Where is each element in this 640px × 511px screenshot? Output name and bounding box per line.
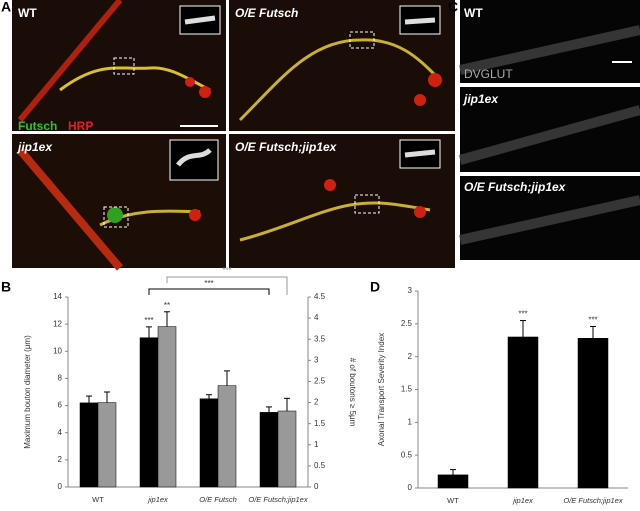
image-label: O/E Futsch — [235, 6, 298, 20]
microscopy-images — [12, 0, 640, 271]
y-tick-label: 0.5 — [401, 450, 413, 459]
y-tick-label: 2 — [408, 352, 413, 361]
panel-label: D — [370, 279, 380, 295]
significance: *** — [588, 316, 597, 325]
panel-label: B — [1, 279, 11, 295]
bar — [277, 410, 297, 488]
x-tick-label: O/E Futsch;jip1ex — [563, 496, 622, 505]
bar — [139, 337, 159, 488]
y2-tick-label: 1.5 — [314, 419, 326, 428]
image-label: WT — [464, 6, 483, 20]
bar — [157, 326, 177, 488]
y-tick-label: 3 — [408, 286, 413, 295]
significance: *** — [518, 310, 527, 319]
significance: *** — [144, 316, 153, 325]
y-tick-label: 10 — [53, 346, 62, 355]
bar — [577, 338, 609, 489]
y-tick-label: 2 — [58, 455, 63, 464]
bar — [79, 402, 99, 488]
y2-tick-label: 3.5 — [314, 334, 326, 343]
bracket — [148, 288, 270, 295]
significance: *** — [204, 279, 213, 288]
x-tick-label: WT — [447, 496, 459, 505]
image-label: WT — [18, 6, 37, 20]
y-tick-label: 12 — [53, 319, 62, 328]
y2-tick-label: 0 — [314, 482, 319, 491]
panel-label: A — [1, 0, 11, 15]
y-tick-label: 1 — [408, 417, 413, 426]
x-tick-label: jip1ex — [147, 495, 168, 504]
y-tick-label: 0 — [408, 483, 413, 492]
stain-label: Futsch — [18, 119, 57, 133]
x-tick-label: WT — [92, 495, 104, 504]
significance: *** — [222, 266, 231, 275]
y-axis-title: Axonal Transport Severity Index — [377, 333, 386, 446]
bar — [199, 398, 219, 488]
bar — [507, 336, 539, 489]
x-tick-label: jip1ex — [512, 496, 533, 505]
y2-tick-label: 4 — [314, 313, 319, 322]
y-tick-label: 1.5 — [401, 385, 413, 394]
x-tick-label: O/E Futsch;jip1ex — [248, 495, 307, 504]
y2-tick-label: 0.5 — [314, 461, 326, 470]
significance: ** — [164, 301, 170, 310]
bracket — [166, 276, 288, 295]
y-tick-label: 2.5 — [401, 319, 413, 328]
x-tick-label: O/E Futsch — [199, 495, 237, 504]
stain-label: HRP — [68, 119, 93, 133]
y-axis-title: Maximum bouton diameter (μm) — [23, 335, 32, 449]
y-tick-label: 4 — [58, 428, 63, 437]
y2-tick-label: 2.5 — [314, 377, 326, 386]
y-tick-label: 0 — [58, 482, 63, 491]
y2-tick-label: 2 — [314, 398, 319, 407]
y-tick-label: 14 — [53, 292, 62, 301]
bar — [97, 402, 117, 488]
y-tick-label: 6 — [58, 401, 63, 410]
y2-tick-label: 1 — [314, 440, 319, 449]
y-tick-label: 8 — [58, 374, 63, 383]
bar — [437, 474, 469, 489]
image-label: O/E Futsch;jip1ex — [235, 140, 338, 154]
y2-tick-label: 3 — [314, 355, 319, 364]
stain-label: DVGLUT — [464, 67, 513, 81]
image-label: jip1ex — [462, 92, 499, 106]
y2-tick-label: 4.5 — [314, 292, 326, 301]
bar — [217, 385, 237, 488]
y2-axis-title: # of boutons ≥ 5μm — [348, 358, 357, 427]
image-label: jip1ex — [16, 140, 53, 154]
panel-label: C — [448, 0, 458, 15]
image-label: O/E Futsch;jip1ex — [464, 180, 567, 194]
bar — [259, 412, 279, 488]
